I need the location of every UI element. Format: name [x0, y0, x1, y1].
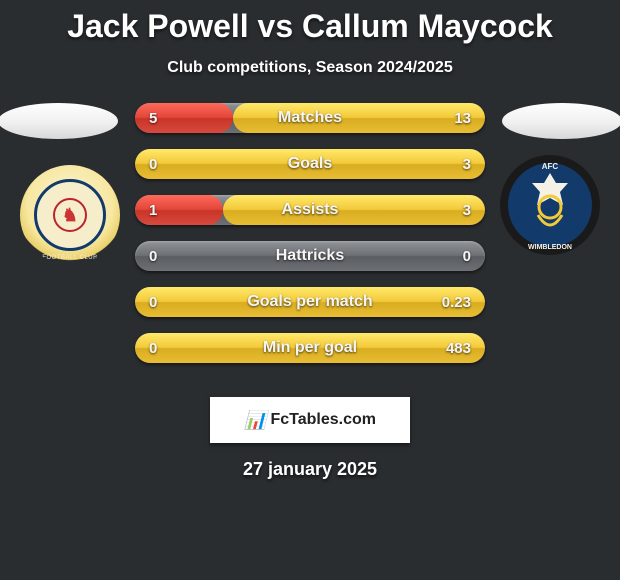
- stat-row: 513Matches: [135, 103, 485, 133]
- stat-label: Hattricks: [135, 241, 485, 271]
- svg-text:WIMBLEDON: WIMBLEDON: [528, 244, 572, 251]
- left-crest-text: FOOTBALL CLUB: [20, 255, 120, 261]
- stat-label: Min per goal: [135, 333, 485, 363]
- stat-label: Assists: [135, 195, 485, 225]
- brand-text: FcTables.com: [270, 411, 376, 429]
- stat-row: 0483Min per goal: [135, 333, 485, 363]
- svg-text:AFC: AFC: [542, 162, 559, 171]
- right-team-crest: AFC WIMBLEDON: [500, 155, 600, 255]
- left-crest-lion-icon: ♞: [53, 198, 87, 232]
- page-subtitle: Club competitions, Season 2024/2025: [0, 45, 620, 77]
- stat-row: 00Hattricks: [135, 241, 485, 271]
- right-player-ellipse: [502, 103, 620, 139]
- stat-label: Goals: [135, 149, 485, 179]
- page-title: Jack Powell vs Callum Maycock: [0, 0, 620, 45]
- stat-row: 00.23Goals per match: [135, 287, 485, 317]
- stat-bars: 513Matches 03Goals 13Assists 00Hattricks 00.…: [135, 103, 485, 379]
- left-player-ellipse: [0, 103, 118, 139]
- stat-row: 03Goals: [135, 149, 485, 179]
- brand-badge: 📊 FcTables.com: [210, 397, 410, 443]
- stat-row: 13Assists: [135, 195, 485, 225]
- comparison-area: ♞ FOOTBALL CLUB AFC WIMBLEDON 513Matches…: [0, 95, 620, 375]
- stat-label: Matches: [135, 103, 485, 133]
- footer-date: 27 january 2025: [0, 459, 620, 480]
- left-crest-ring: ♞: [34, 179, 106, 251]
- left-team-crest: ♞ FOOTBALL CLUB: [20, 165, 120, 265]
- right-crest-svg: AFC WIMBLEDON: [500, 155, 600, 255]
- stat-label: Goals per match: [135, 287, 485, 317]
- brand-chart-icon: 📊: [244, 410, 266, 431]
